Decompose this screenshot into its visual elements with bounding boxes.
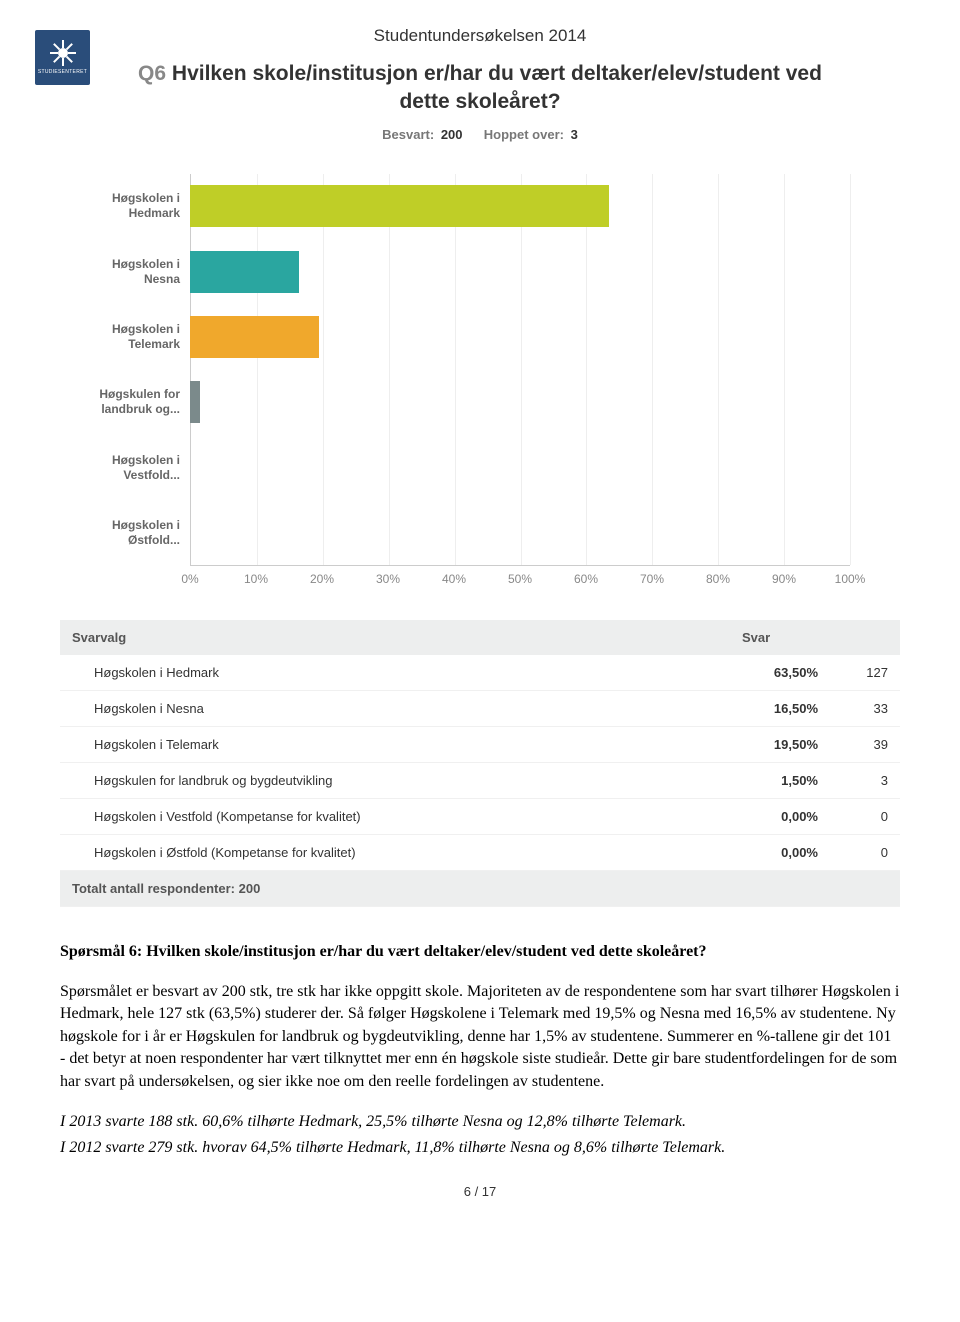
row-label: Høgskulen for landbruk og bygdeutvikling xyxy=(60,762,730,798)
chart-bar-label: Høgskolen iTelemark xyxy=(60,322,180,352)
chart-row: Høgskolen iHedmark xyxy=(190,184,850,229)
x-tick: 0% xyxy=(181,572,198,586)
bar-chart: Høgskolen iHedmark Høgskolen iNesna Høgsko… xyxy=(190,174,850,594)
chart-row: Høgskolen iNesna xyxy=(190,249,850,294)
chart-row: Høgskolen iVestfold... xyxy=(190,445,850,490)
x-tick: 20% xyxy=(310,572,334,586)
row-count: 33 xyxy=(830,690,900,726)
chart-bar-label: Høgskolen iVestfold... xyxy=(60,453,180,483)
chart-bar-label: Høgskolen iNesna xyxy=(60,257,180,287)
table-row: Høgskolen i Nesna16,50%33 xyxy=(60,690,900,726)
row-label: Høgskolen i Østfold (Kompetanse for kval… xyxy=(60,834,730,870)
question-prefix: Q6 xyxy=(138,62,166,85)
page-number: 6 / 17 xyxy=(60,1184,900,1199)
question-title: Q6 Hvilken skole/institusjon er/har du v… xyxy=(60,60,900,117)
chart-row: Høgskolen iTelemark xyxy=(190,315,850,360)
table-row: Høgskolen i Hedmark63,50%127 xyxy=(60,655,900,691)
row-count: 3 xyxy=(830,762,900,798)
x-tick: 30% xyxy=(376,572,400,586)
skipped-value: 3 xyxy=(571,127,578,142)
row-label: Høgskolen i Nesna xyxy=(60,690,730,726)
x-tick: 50% xyxy=(508,572,532,586)
header-responses: Svar xyxy=(730,620,900,655)
row-count: 127 xyxy=(830,655,900,691)
answered-label: Besvart: xyxy=(382,127,434,142)
table-row: Høgskolen i Østfold (Kompetanse for kval… xyxy=(60,834,900,870)
header-choice: Svarvalg xyxy=(60,620,730,655)
chart-bar xyxy=(190,251,299,293)
x-tick: 40% xyxy=(442,572,466,586)
survey-title: Studentundersøkelsen 2014 xyxy=(60,26,900,46)
x-tick: 10% xyxy=(244,572,268,586)
row-percent: 0,00% xyxy=(730,798,830,834)
chart-bar-label: Høgskolen iHedmark xyxy=(60,191,180,221)
totals-label: Totalt antall respondenter: 200 xyxy=(60,870,900,906)
history-2013: I 2013 svarte 188 stk. 60,6% tilhørte He… xyxy=(60,1111,900,1133)
analysis-heading: Spørsmål 6: Hvilken skole/institusjon er… xyxy=(60,941,900,963)
chart-bar xyxy=(190,185,609,227)
sun-icon xyxy=(50,40,76,66)
chart-bar xyxy=(190,316,319,358)
logo-text: STUDIESENTERET xyxy=(38,69,87,75)
answered-value: 200 xyxy=(441,127,463,142)
chart-row: Høgskulen forlandbruk og... xyxy=(190,380,850,425)
x-tick: 100% xyxy=(835,572,866,586)
chart-bar-label: Høgskulen forlandbruk og... xyxy=(60,387,180,417)
row-percent: 1,50% xyxy=(730,762,830,798)
x-tick: 80% xyxy=(706,572,730,586)
table-row: Høgskolen i Vestfold (Kompetanse for kva… xyxy=(60,798,900,834)
row-percent: 0,00% xyxy=(730,834,830,870)
history-2012: I 2012 svarte 279 stk. hvorav 64,5% tilh… xyxy=(60,1137,900,1159)
row-percent: 63,50% xyxy=(730,655,830,691)
table-row: Høgskulen for landbruk og bygdeutvikling… xyxy=(60,762,900,798)
table-totals-row: Totalt antall respondenter: 200 xyxy=(60,870,900,906)
row-count: 39 xyxy=(830,726,900,762)
row-count: 0 xyxy=(830,834,900,870)
question-text: Hvilken skole/institusjon er/har du vært… xyxy=(172,62,822,113)
results-table: Svarvalg Svar Høgskolen i Hedmark63,50%1… xyxy=(60,620,900,907)
logo: STUDIESENTERET xyxy=(35,30,90,85)
response-meta: Besvart: 200 Hoppet over: 3 xyxy=(60,127,900,142)
row-percent: 19,50% xyxy=(730,726,830,762)
table-header-row: Svarvalg Svar xyxy=(60,620,900,655)
row-percent: 16,50% xyxy=(730,690,830,726)
chart-bar xyxy=(190,381,200,423)
skipped-label: Hoppet over: xyxy=(484,127,564,142)
x-tick: 70% xyxy=(640,572,664,586)
analysis-text: Spørsmål 6: Hvilken skole/institusjon er… xyxy=(60,941,900,1160)
row-label: Høgskolen i Hedmark xyxy=(60,655,730,691)
row-count: 0 xyxy=(830,798,900,834)
x-tick: 90% xyxy=(772,572,796,586)
analysis-para: Spørsmålet er besvart av 200 stk, tre st… xyxy=(60,981,900,1093)
chart-row: Høgskolen iØstfold... xyxy=(190,510,850,555)
table-row: Høgskolen i Telemark19,50%39 xyxy=(60,726,900,762)
chart-bar-label: Høgskolen iØstfold... xyxy=(60,518,180,548)
row-label: Høgskolen i Vestfold (Kompetanse for kva… xyxy=(60,798,730,834)
x-tick: 60% xyxy=(574,572,598,586)
row-label: Høgskolen i Telemark xyxy=(60,726,730,762)
